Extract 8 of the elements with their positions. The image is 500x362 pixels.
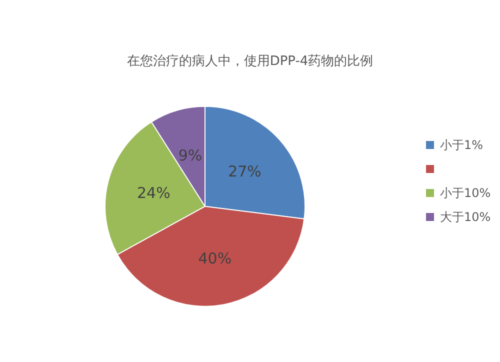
chart-title: 在您治疗的病人中，使用DPP-4药物的比例 — [126, 54, 374, 69]
legend-label: 小于10% — [440, 186, 491, 200]
data-label: 9% — [178, 146, 202, 164]
legend-label: 小于1% — [440, 138, 484, 152]
data-label: 40% — [198, 249, 232, 268]
data-label: 27% — [228, 162, 262, 180]
legend-label: 大于10% — [440, 210, 491, 224]
data-label: 24% — [136, 184, 170, 202]
